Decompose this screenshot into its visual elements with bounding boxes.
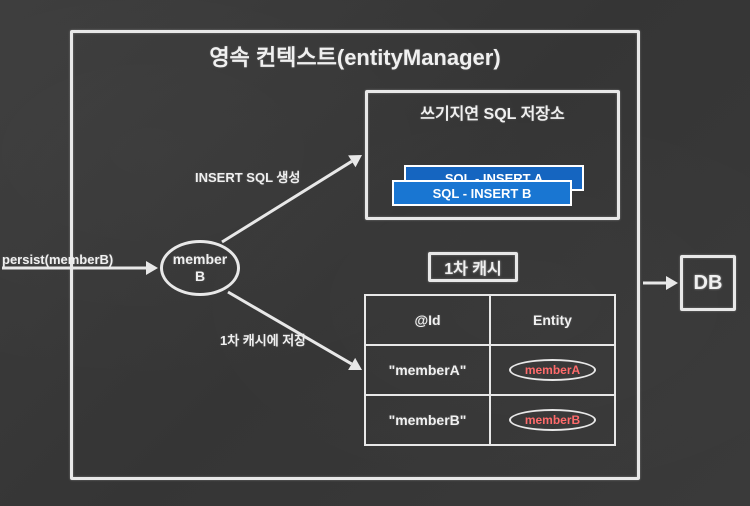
member-b-node: member B [160, 240, 240, 296]
cache-entity-cell: memberB [489, 394, 616, 446]
cache-header-entity: Entity [489, 294, 616, 346]
cache-row: "memberA" memberA [365, 345, 615, 395]
insert-sql-label: INSERT SQL 생성 [195, 167, 300, 186]
cache-title-box: 1차 캐시 [428, 252, 518, 282]
cache-header-id: @Id [364, 294, 491, 346]
cache-header-row: @Id Entity [365, 295, 615, 345]
cache-title: 1차 캐시 [444, 255, 502, 279]
member-node-label: member B [173, 251, 227, 285]
entity-pill: memberB [509, 409, 596, 431]
db-box: DB [680, 255, 736, 311]
persist-call-label: persist(memberB) [2, 252, 113, 267]
entity-pill: memberA [509, 359, 596, 381]
cache-table: @Id Entity "memberA" memberA "memberB" m… [365, 295, 615, 445]
sql-store-title: 쓰기지연 SQL 저장소 [365, 100, 620, 124]
db-label: DB [694, 272, 723, 295]
cache-id-cell: "memberB" [364, 394, 491, 446]
cache-id-cell: "memberA" [364, 344, 491, 396]
context-title: 영속 컨텍스트(entityManager) [70, 40, 640, 72]
cache-row: "memberB" memberB [365, 395, 615, 445]
cache-entity-cell: memberA [489, 344, 616, 396]
cache-save-label: 1차 캐시에 저장 [220, 330, 306, 349]
sql-insert-b-bar: SQL - INSERT B [392, 180, 572, 206]
